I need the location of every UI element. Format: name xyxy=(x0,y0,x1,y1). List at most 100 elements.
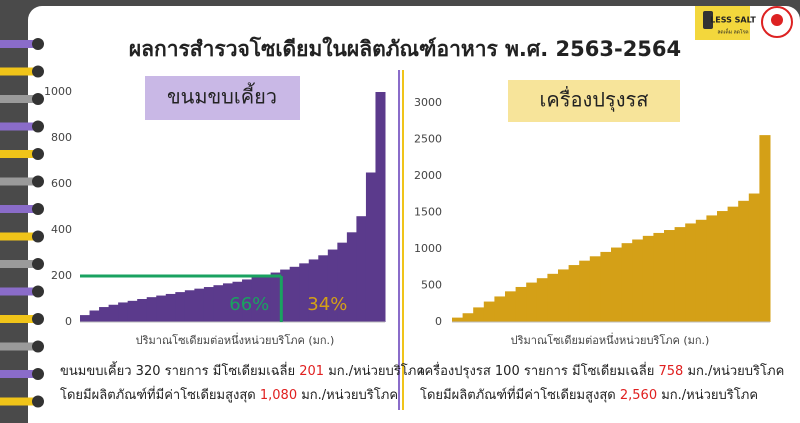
bar xyxy=(365,172,376,322)
binder-tab xyxy=(0,150,36,158)
bar xyxy=(579,260,591,322)
bar xyxy=(127,300,138,322)
binder-tab xyxy=(0,95,36,103)
bar xyxy=(727,206,739,322)
binder-ring xyxy=(32,175,44,188)
bar xyxy=(462,313,474,322)
bar xyxy=(674,227,686,322)
binder-tab xyxy=(0,370,36,378)
split-label: 34% xyxy=(307,294,347,315)
bar xyxy=(242,279,253,322)
bar xyxy=(695,219,707,322)
binder-ring xyxy=(32,203,44,215)
binder xyxy=(0,38,44,408)
binder-ring xyxy=(32,368,44,380)
logo-icon xyxy=(703,11,713,29)
bar xyxy=(526,282,538,322)
y-tick-label: 2000 xyxy=(414,169,442,182)
bar xyxy=(536,278,548,322)
bar xyxy=(108,304,119,322)
binder-tab xyxy=(0,177,36,186)
bar xyxy=(261,274,272,322)
bar xyxy=(642,235,654,322)
bar xyxy=(717,211,729,322)
bar xyxy=(505,291,517,322)
bar xyxy=(494,296,506,322)
bar xyxy=(452,317,464,322)
bar xyxy=(515,286,527,322)
bar xyxy=(118,302,129,322)
binder-ring xyxy=(32,258,44,270)
bar xyxy=(137,299,148,322)
binder-tab xyxy=(0,122,36,131)
y-tick-label: 600 xyxy=(51,177,72,190)
caption-text: ขนมขบเคี้ยว 320 รายการ มีโซเดียมเฉลี่ย xyxy=(60,361,299,379)
bar xyxy=(184,290,195,322)
page-title: ผลการสำรวจโซเดียมในผลิตภัณฑ์อาหาร พ.ศ. 2… xyxy=(129,36,681,61)
y-tick-label: 200 xyxy=(51,269,72,282)
binder-ring xyxy=(32,230,44,243)
logo-text: LESS SALT xyxy=(710,16,756,25)
bar xyxy=(308,259,319,322)
bar xyxy=(337,242,348,322)
binder-tab xyxy=(0,287,36,296)
y-tick-label: 1500 xyxy=(414,206,442,219)
binder-ring xyxy=(32,148,44,160)
bar xyxy=(280,269,291,322)
caption-text: เครื่องปรุงรส 100 รายการ มีโซเดียมเฉลี่ย xyxy=(420,362,659,379)
bar xyxy=(270,272,281,322)
bar xyxy=(89,310,100,322)
caption-line: โดยมีผลิตภัณฑ์ที่มีค่าโซเดียมสูงสุด 1,08… xyxy=(60,386,398,403)
binder-tab xyxy=(0,205,36,213)
bar xyxy=(483,301,495,322)
bar xyxy=(759,135,771,322)
y-tick-label: 3000 xyxy=(414,96,442,109)
x-axis-label: ปริมาณโซเดียมต่อหนึ่งหน่วยบริโภค (มก.) xyxy=(136,332,335,347)
bar xyxy=(251,277,262,322)
bar xyxy=(346,232,357,322)
bar xyxy=(748,193,760,322)
bar xyxy=(232,281,243,322)
emblem-core xyxy=(771,14,783,26)
logo-subtext: ลดเค็ม ลดโรค xyxy=(717,28,748,36)
y-tick-label: 0 xyxy=(435,315,442,328)
binder-tab xyxy=(0,67,36,76)
binder-tab xyxy=(0,260,36,268)
y-tick-label: 1000 xyxy=(44,85,72,98)
bar xyxy=(146,297,157,322)
caption-text: มก./หน่วยบริโภค xyxy=(657,387,758,403)
bar xyxy=(327,249,338,322)
bar xyxy=(685,223,697,322)
chart-label-box xyxy=(508,80,680,122)
caption-line: ขนมขบเคี้ยว 320 รายการ มีโซเดียมเฉลี่ย 2… xyxy=(60,361,425,379)
caption-text: มก./หน่วยบริโภค xyxy=(324,363,425,379)
bar xyxy=(318,255,329,322)
chart-label: ขนมขบเคี้ยว xyxy=(167,83,277,109)
bar xyxy=(664,230,676,322)
binder-ring xyxy=(32,120,44,133)
bar xyxy=(222,283,233,322)
bar xyxy=(156,295,167,322)
bar xyxy=(632,239,644,322)
bar xyxy=(473,307,485,322)
y-tick-label: 400 xyxy=(51,223,72,236)
bar xyxy=(589,256,601,322)
bar xyxy=(289,266,300,322)
binder-tab xyxy=(0,342,36,351)
chart-label: เครื่องปรุงรส xyxy=(540,86,649,113)
binder-ring xyxy=(32,38,44,50)
binder-tab xyxy=(0,315,36,323)
y-tick-label: 2500 xyxy=(414,133,442,146)
bar xyxy=(600,251,612,322)
binder-tab xyxy=(0,397,36,406)
bar xyxy=(356,216,367,322)
binder-ring xyxy=(32,93,44,105)
binder-tab xyxy=(0,232,36,241)
bar xyxy=(611,247,623,322)
caption-highlight: 1,080 xyxy=(260,388,297,403)
bar xyxy=(568,265,580,322)
bar xyxy=(621,243,633,322)
chart-label-box xyxy=(145,76,300,120)
caption-text: โดยมีผลิตภัณฑ์ที่มีค่าโซเดียมสูงสุด xyxy=(60,386,260,403)
